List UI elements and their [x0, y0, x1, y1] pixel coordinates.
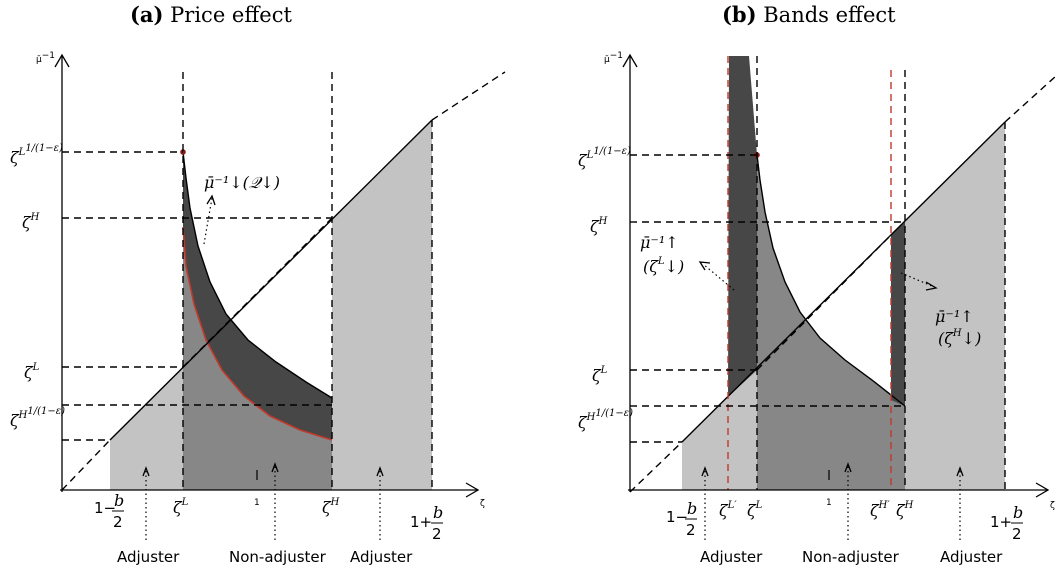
panel-a-y-axis-label: μ̄−1 [36, 51, 55, 65]
panel-a-ytick-zetaL: ζL [24, 362, 40, 382]
panel-b-ytick-zetaL: ζL [592, 365, 608, 385]
panel-a-y-arrow [54, 53, 70, 68]
panel-b-right-annotation-pointer [900, 272, 933, 287]
panel-b: (b) Bands effect [578, 2, 1057, 566]
panel-a-title: (a) Price effect [130, 2, 292, 27]
panel-a-shifted-red-curve [182, 226, 333, 441]
panel-a-left-adjuster-label: Adjuster [117, 548, 180, 566]
panel-a-x-arrow [465, 482, 480, 498]
panel-a-dark-region [183, 152, 332, 440]
panel-b-left-light-strip [728, 370, 757, 490]
panel-b-y-arrow [622, 53, 638, 68]
panel-b-title: (b) Bands effect [722, 2, 896, 27]
panel-b-diagonal-inner-dashed [756, 234, 892, 371]
panel-a-right-adjuster-arrowhead [376, 466, 384, 477]
panel-b-x-axis-label: ζ [1050, 501, 1055, 511]
panel-b-right-adjuster-label: Adjuster [940, 548, 1003, 566]
panel-b-xtick-zetaL-prime: ζL′ [719, 500, 737, 520]
panel-b-y-axis-label: μ̄−1 [604, 51, 623, 65]
panel-a-annotation-arrowhead [206, 194, 216, 206]
panel-b-right-annotation-line1: μ̄⁻¹↑ [935, 307, 974, 326]
panel-b-xtick-b2: b [1013, 503, 1023, 522]
panel-b-left-annotation-line2: (ζL↓) [643, 256, 684, 276]
panel-a-price-annotation: μ̄⁻¹↓(𝒬↓) [204, 173, 280, 192]
panel-b-xtick-zetaL: ζL [747, 500, 763, 520]
panel-a-diagonal-dashed [61, 439, 111, 491]
panel-a-xtick-2: 2 [113, 513, 123, 531]
panel-a-original-curve [182, 151, 333, 399]
panel-a-xtick-2b: 2 [432, 525, 442, 543]
panel-a-xtick-1minus: 1− [94, 499, 116, 517]
panel-a-left-adjuster-arrowhead [142, 466, 150, 477]
panel-a-xtick-1plus: 1+ [410, 513, 432, 531]
panel-a-xtick-zetaH: ζH [322, 497, 340, 517]
panel-b-x-arrow [1035, 482, 1050, 498]
panel-b-xtick-2b: 2 [1012, 525, 1022, 543]
panel-b-diagonal-dashed [629, 441, 683, 493]
panel-b-ytick-zetaH: ζH [590, 216, 608, 236]
panel-b-non-adjuster-label: Non-adjuster [802, 548, 900, 566]
panel-b-left-adjuster-region [682, 397, 728, 490]
panel-a-annotation-pointer [203, 197, 213, 245]
panel-a-xtick-one: 1 [254, 498, 260, 508]
panel-b-ytick-zetaH-power: ζH1/(1−ε) [578, 408, 633, 432]
panel-a-xtick-b2: b [433, 503, 443, 522]
panel-a-ytick-zetaH: ζH [22, 212, 40, 232]
panel-b-x-tick-labels: 1− b 2 ζL′ ζL 1 ζH′ ζH 1+ b 2 [666, 498, 1023, 543]
panel-a-right-adjuster-region [332, 120, 432, 490]
panel-b-xtick-one: 1 [826, 498, 832, 508]
panel-b-left-adjuster-label: Adjuster [700, 548, 763, 566]
panel-b-diagonal-upper-dashed [1004, 75, 1057, 123]
panel-b-curve [756, 154, 906, 407]
panel-b-left-annotation-line1: μ̄⁻¹↑ [640, 233, 679, 252]
panel-a-xtick-b: b [114, 491, 124, 510]
panel-b-xtick-1plus: 1+ [990, 513, 1012, 531]
panel-a-non-adjuster-arrowhead [271, 462, 279, 473]
panel-a-xtick-zetaL: ζL [173, 497, 189, 517]
panel-b-xtick-b: b [687, 499, 697, 518]
panel-a-ytick-zetaL-power: ζL1/(1−ε) [10, 143, 63, 167]
panel-a-non-adjuster-label: Non-adjuster [229, 548, 327, 566]
panel-b-xtick-2: 2 [686, 521, 696, 539]
panel-b-right-adjuster-arrowhead [956, 466, 964, 477]
panel-a-diagonal-solid [109, 119, 433, 441]
panel-b-xtick-zetaH: ζH [896, 500, 914, 520]
panel-a-x-axis-label: ζ [480, 499, 485, 509]
panel-b-ytick-zetaL-power: ζL1/(1−ε) [578, 146, 631, 170]
panel-b-xtick-zetaH-prime: ζH′ [870, 500, 890, 520]
panel-b-dark-right-strip [891, 222, 905, 406]
panel-b-left-adjuster-arrowhead [701, 466, 709, 477]
panel-a-diagonal-upper-dashed [431, 71, 506, 121]
panel-a: (a) Price effect μ̄−1 ζ [10, 2, 506, 566]
panel-a-left-adjuster-region [110, 367, 183, 490]
panel-b-non-adjuster-arrowhead [844, 462, 852, 473]
panel-b-non-adjuster-region [757, 155, 905, 490]
panel-b-dark-left-strip [728, 56, 757, 397]
panel-b-right-annotation-arrowhead [925, 281, 938, 291]
panel-b-left-annotation-arrowhead [698, 261, 711, 271]
panel-b-right-adjuster-region [905, 122, 1005, 490]
panel-a-ytick-zetaH-power: ζH1/(1−ε) [10, 406, 65, 430]
panel-b-xtick-1minus: 1− [666, 508, 688, 526]
panel-a-y-tick-labels: ζL1/(1−ε) ζH ζL ζH1/(1−ε) [10, 143, 65, 430]
panel-b-right-annotation-line2: (ζH↓) [938, 328, 981, 348]
panel-b-y-tick-labels: ζL1/(1−ε) ζH ζL ζH1/(1−ε) [578, 146, 633, 432]
panel-a-right-adjuster-label: Adjuster [350, 548, 413, 566]
